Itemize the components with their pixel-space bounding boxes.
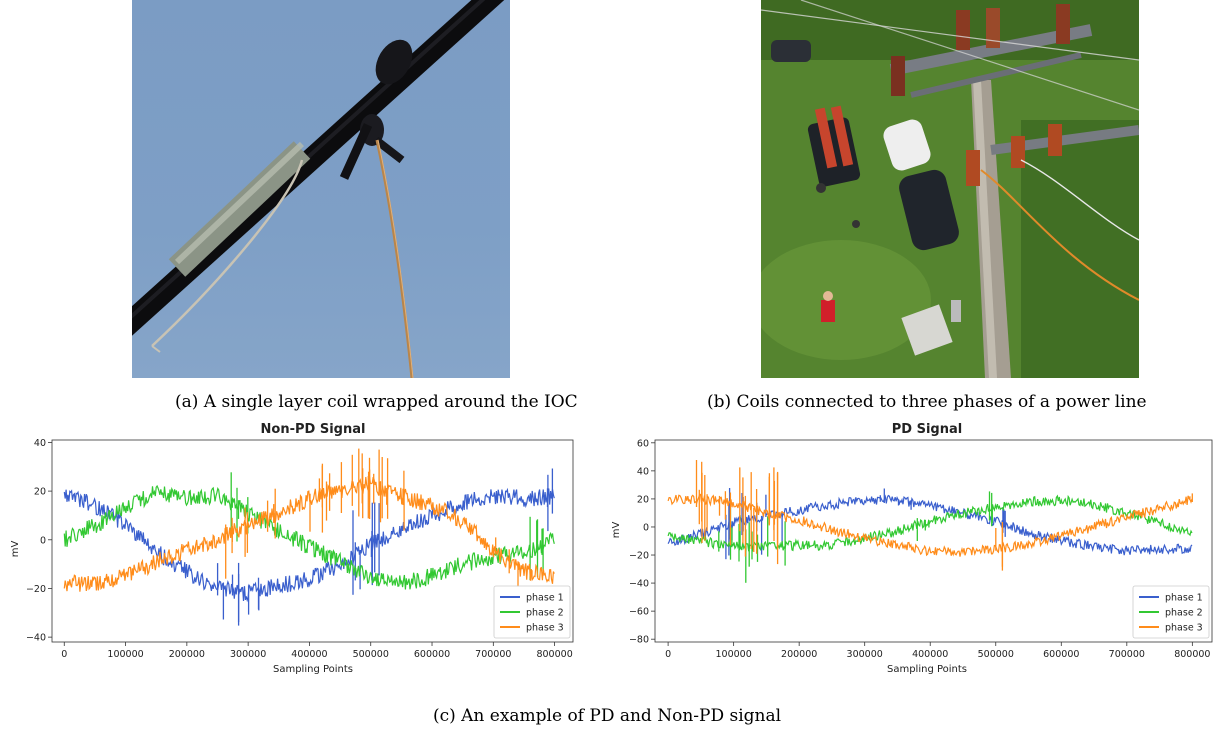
x-tick-label: 700000 (1109, 649, 1145, 660)
chart-non-pd-signal: Non-PD Signal Sampling Points mV 0 100000… (0, 418, 575, 680)
x-tick-label: 400000 (291, 649, 327, 660)
chart-title: Non-PD Signal (261, 422, 366, 437)
x-tick-label: 100000 (107, 649, 143, 660)
caption-c: (c) An example of PD and Non-PD signal (432, 706, 782, 726)
x-tick-label: 200000 (781, 649, 817, 660)
legend-label: phase 2 (1165, 608, 1203, 619)
legend-box (1132, 585, 1210, 639)
legend: phase 1 phase 2 phase 3 (1132, 585, 1210, 639)
y-tick-label: 0 (643, 522, 649, 533)
legend-label: phase 1 (526, 593, 564, 604)
series-line (63, 487, 555, 603)
y-tick-label: 0 (40, 535, 46, 546)
x-axis-label: Sampling Points (887, 664, 967, 675)
series-line (667, 494, 1193, 556)
y-tick-label: −60 (629, 607, 649, 618)
photo-power-line-site (761, 0, 1139, 378)
x-tick-label: 800000 (1174, 649, 1210, 660)
y-tick-label: 40 (34, 438, 46, 449)
caption-a: (a) A single layer coil wrapped around t… (175, 392, 578, 412)
plot-frame (51, 439, 574, 643)
y-tick-label: −20 (629, 551, 649, 562)
y-tick-label: −40 (629, 579, 649, 590)
y-tick-label: 40 (637, 466, 649, 477)
x-tick-label: 200000 (169, 649, 205, 660)
series-line (667, 494, 1193, 552)
series-phase-3 (63, 448, 555, 592)
y-tick-label: 20 (637, 494, 649, 505)
series-line (63, 476, 555, 592)
x-tick-label: 600000 (1043, 649, 1079, 660)
x-tick-label: 800000 (536, 649, 572, 660)
y-tick-label: 20 (34, 487, 46, 498)
x-tick-label: 100000 (716, 649, 752, 660)
caption-b: (b) Coils connected to three phases of a… (707, 392, 1147, 412)
plot-frame (654, 439, 1213, 643)
x-tick-label: 500000 (978, 649, 1014, 660)
x-tick-label: 400000 (912, 649, 948, 660)
legend-box (493, 585, 571, 639)
chart-pd-signal: PD Signal Sampling Points mV 0 100000 2000… (605, 418, 1214, 680)
pd-chart-svg: PD Signal Sampling Points mV 0 100000 2000… (611, 422, 1213, 675)
y-axis-label: mV (611, 522, 622, 539)
series-phase-3 (667, 460, 1193, 571)
y-tick-label: −40 (26, 633, 46, 644)
x-tick-label: 700000 (475, 649, 511, 660)
x-tick-label: 500000 (353, 649, 389, 660)
legend: phase 1 phase 2 phase 3 (493, 585, 571, 639)
legend-label: phase 2 (526, 608, 564, 619)
legend-label: phase 3 (526, 623, 564, 634)
series-phase-1 (63, 468, 555, 626)
series-line (667, 493, 1193, 557)
x-tick-label: 0 (61, 649, 67, 660)
y-tick-label: −20 (26, 584, 46, 595)
x-axis-label: Sampling Points (273, 664, 353, 675)
legend-label: phase 3 (1165, 623, 1203, 634)
y-tick-label: 60 (637, 438, 649, 449)
site-photo-illustration (761, 0, 1139, 378)
x-tick-label: 600000 (414, 649, 450, 660)
y-axis-label: mV (10, 541, 21, 558)
series-phase-1 (667, 488, 1193, 560)
x-tick-label: 300000 (230, 649, 266, 660)
non-pd-chart-svg: Non-PD Signal Sampling Points mV 0 100000… (10, 422, 574, 675)
photo-coil-on-conductor (132, 0, 510, 378)
x-tick-label: 300000 (847, 649, 883, 660)
series-line (63, 484, 555, 590)
legend-label: phase 1 (1165, 593, 1203, 604)
coil-photo-illustration (132, 0, 505, 378)
y-tick-label: −80 (629, 635, 649, 646)
chart-title: PD Signal (892, 422, 962, 437)
x-tick-label: 0 (665, 649, 671, 660)
